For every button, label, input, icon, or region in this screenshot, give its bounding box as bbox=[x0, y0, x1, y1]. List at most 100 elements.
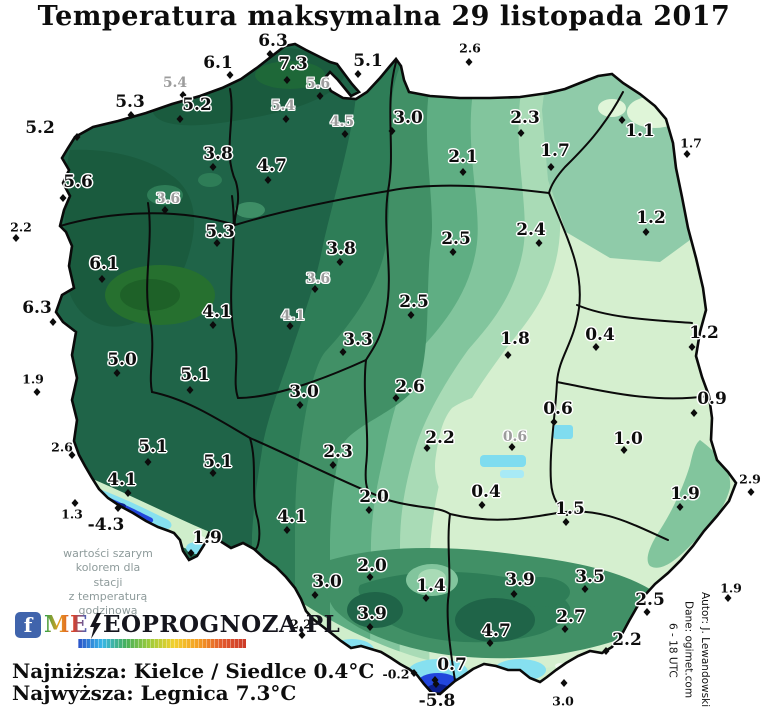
station-marker bbox=[747, 488, 755, 496]
station-marker bbox=[282, 115, 290, 123]
station-value: 5.3 bbox=[115, 92, 145, 112]
credit-period: 6 - 18 UTC bbox=[666, 622, 679, 678]
station-value: 2.2 bbox=[425, 428, 455, 448]
station-marker bbox=[209, 321, 217, 329]
station-marker bbox=[392, 394, 400, 402]
station-marker bbox=[283, 76, 291, 84]
station-value: 7.3 bbox=[278, 54, 308, 74]
station-value: 3.6 bbox=[155, 191, 181, 207]
station-value: 6.3 bbox=[258, 31, 288, 51]
station-marker bbox=[226, 71, 234, 79]
station-marker bbox=[478, 501, 486, 509]
station-marker bbox=[388, 127, 396, 135]
station-value: -4.3 bbox=[87, 515, 125, 535]
station-value: 5.1 bbox=[180, 365, 210, 385]
station-value: 3.3 bbox=[343, 330, 373, 350]
station-value: -0.2 bbox=[382, 666, 410, 682]
station-value: 2.6 bbox=[459, 40, 481, 56]
highest-temperature-note: Najwyższa: Legnica 7.3°C bbox=[12, 681, 297, 705]
station-marker bbox=[431, 676, 439, 684]
station-value: -5.8 bbox=[418, 691, 456, 711]
station-marker bbox=[724, 594, 732, 602]
station-value: 2.2 bbox=[612, 630, 642, 650]
station-marker bbox=[49, 318, 57, 326]
station-value: 1.4 bbox=[416, 576, 446, 596]
station-marker bbox=[124, 489, 132, 497]
station-marker bbox=[316, 92, 324, 100]
station-value: 1.2 bbox=[689, 323, 719, 343]
station-value: 2.7 bbox=[556, 607, 586, 627]
station-value: 1.8 bbox=[500, 329, 530, 349]
gray-values-note: wartości szarym kolorem dla stacji z tem… bbox=[60, 547, 156, 618]
station-marker bbox=[535, 239, 543, 247]
lowest-temperature-note: Najniższa: Kielce / Siedlce 0.4°C bbox=[12, 659, 375, 683]
station-marker bbox=[283, 526, 291, 534]
station-value: 5.1 bbox=[203, 452, 233, 472]
station-value: 4.1 bbox=[107, 470, 137, 490]
station-marker bbox=[127, 111, 135, 119]
station-marker bbox=[449, 248, 457, 256]
station-marker bbox=[459, 168, 467, 176]
station-marker bbox=[407, 311, 415, 319]
station-value: 4.1 bbox=[202, 302, 232, 322]
page-title: Temperatura maksymalna 29 listopada 2017 bbox=[37, 1, 731, 32]
station-value: 2.4 bbox=[516, 220, 546, 240]
station-marker bbox=[186, 386, 194, 394]
station-value: 3.8 bbox=[326, 239, 356, 259]
note-line: godzinową bbox=[78, 604, 138, 618]
voivodeship-borders bbox=[59, 61, 710, 682]
station-marker bbox=[179, 91, 187, 99]
station-marker bbox=[209, 163, 217, 171]
station-value: 2.2 bbox=[290, 616, 312, 632]
station-value: 2.5 bbox=[399, 292, 429, 312]
station-marker bbox=[98, 275, 106, 283]
note-line: z temperaturą bbox=[68, 589, 148, 603]
station-value: 3.9 bbox=[357, 604, 387, 624]
station-marker bbox=[465, 58, 473, 66]
station-marker bbox=[422, 594, 430, 602]
station-value: 1.9 bbox=[720, 580, 742, 596]
station-value: 1.7 bbox=[540, 141, 570, 161]
station-marker bbox=[504, 351, 512, 359]
credit-author: Autor: J. Lewandowski bbox=[698, 592, 711, 708]
station-value: 2.3 bbox=[510, 108, 540, 128]
station-value: 5.1 bbox=[138, 437, 168, 457]
station-value: 5.6 bbox=[63, 172, 93, 192]
station-value: 0.4 bbox=[471, 482, 501, 502]
station-marker bbox=[561, 625, 569, 633]
station-value: 1.2 bbox=[636, 208, 666, 228]
station-marker bbox=[423, 444, 431, 452]
station-marker bbox=[683, 150, 691, 158]
station-marker bbox=[59, 194, 67, 202]
station-marker bbox=[602, 647, 610, 655]
station-marker bbox=[366, 573, 374, 581]
station-marker bbox=[176, 115, 184, 123]
station-marker bbox=[73, 133, 81, 141]
station-value: 3.8 bbox=[203, 144, 233, 164]
station-value: 1.0 bbox=[613, 429, 643, 449]
station-marker bbox=[354, 70, 362, 78]
station-marker bbox=[144, 458, 152, 466]
station-marker bbox=[311, 591, 319, 599]
station-marker bbox=[643, 608, 651, 616]
station-marker bbox=[690, 409, 698, 417]
station-marker bbox=[366, 623, 374, 631]
station-marker bbox=[71, 499, 79, 507]
station-value: 5.4 bbox=[162, 75, 188, 91]
station-marker bbox=[550, 418, 558, 426]
station-marker bbox=[581, 585, 589, 593]
station-value: 5.2 bbox=[25, 118, 55, 138]
station-value: 3.0 bbox=[552, 693, 574, 709]
country-border bbox=[54, 42, 738, 696]
note-line: kolorem dla stacji bbox=[75, 561, 141, 589]
station-value: 2.3 bbox=[323, 442, 353, 462]
station-marker bbox=[592, 343, 600, 351]
station-value: 4.1 bbox=[280, 308, 306, 324]
station-marker bbox=[264, 176, 272, 184]
station-marker bbox=[286, 322, 294, 330]
station-marker bbox=[508, 443, 516, 451]
station-value: 2.2 bbox=[10, 219, 32, 235]
station-value: 3.5 bbox=[575, 567, 605, 587]
